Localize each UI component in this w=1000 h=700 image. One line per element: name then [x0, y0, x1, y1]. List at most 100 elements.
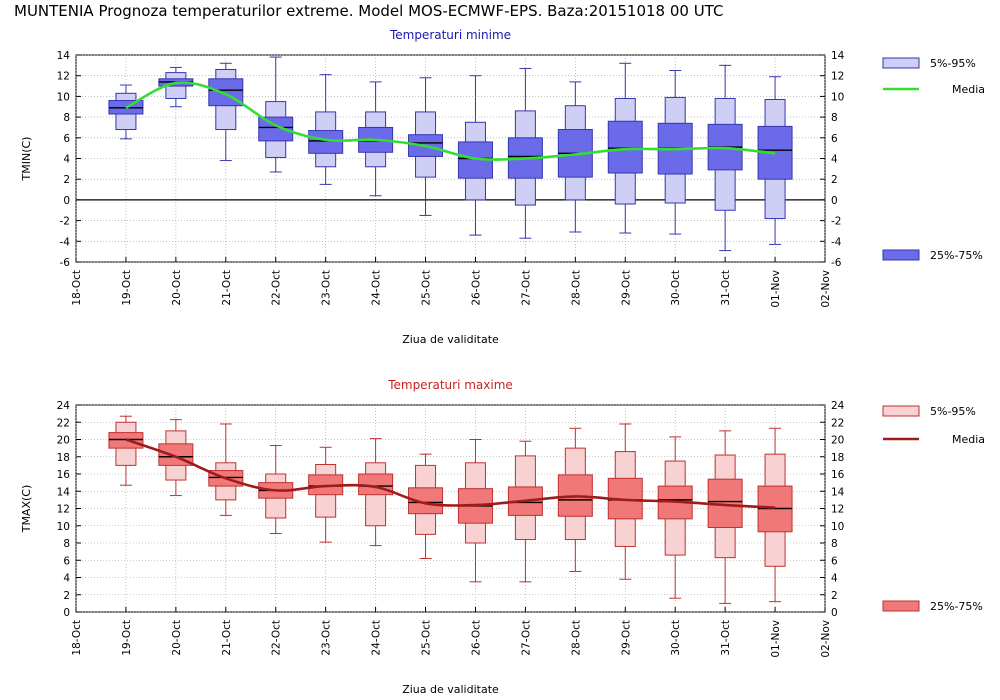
tmax-xtick-label: 29-Oct [620, 620, 632, 656]
tmax-ytick-label-left: 14 [57, 486, 71, 498]
tmax-ytick-label-right: 0 [831, 607, 838, 619]
tmin-xtick-label: 28-Oct [570, 270, 582, 306]
tmin-ylabel: TMIN(C) [20, 137, 33, 182]
tmax-ytick-label-right: 16 [831, 469, 845, 481]
tmax-ytick-label-left: 12 [57, 504, 70, 516]
tmax-xtick-label: 30-Oct [670, 620, 682, 656]
tmax-ytick-label-left: 8 [63, 538, 70, 550]
tmax-xtick-label: 24-Oct [371, 620, 383, 656]
tmin-xtick-label: 18-Oct [71, 270, 83, 306]
tmin-xtick-label: 25-Oct [421, 270, 433, 306]
tmin-legend-swatch-25-75 [882, 249, 920, 261]
tmin-ytick-label-right: 4 [831, 154, 838, 166]
tmin-xtick-label: 24-Oct [371, 270, 383, 306]
tmax-legend-swatch-25-75 [882, 600, 920, 612]
tmax-ytick-label-right: 10 [831, 521, 844, 533]
tmin-ytick-label-right: -6 [831, 257, 842, 269]
tmin-panel: Temperaturi minime 14 14 12 12 10 10 8 8 6 6 4 4 2 2 0 0… [20, 28, 985, 346]
tmax-xtick-label: 28-Oct [570, 620, 582, 656]
tmax-xtick-label: 02-Nov [820, 620, 832, 658]
tmax-ytick-label-right: 22 [831, 417, 844, 429]
tmax-ytick-label-left: 16 [57, 469, 71, 481]
tmax-ytick-label-left: 4 [63, 573, 70, 585]
tmax-ylabel: TMAX(C) [20, 485, 33, 534]
tmin-ytick-label-left: -4 [60, 236, 71, 248]
tmax-xtick-label: 25-Oct [421, 620, 433, 656]
tmin-xtick-label: 27-Oct [520, 270, 532, 306]
tmax-mean-line [125, 438, 776, 509]
tmin-ytick-label-right: 0 [831, 195, 838, 207]
tmin-xtick-label: 31-Oct [720, 270, 732, 306]
tmax-ytick-label-right: 20 [831, 435, 844, 447]
tmin-ytick-label-right: -2 [831, 216, 841, 228]
tmax-title: Temperaturi maxime [387, 378, 513, 392]
tmin-ytick-label-left: 4 [63, 154, 70, 166]
tmin-xtick-label: 01-Nov [770, 270, 782, 308]
tmin-ytick-label-right: 6 [831, 133, 838, 145]
tmin-ytick-label-right: 14 [831, 50, 845, 62]
tmax-xtick-label: 18-Oct [71, 620, 83, 656]
tmin-legend-label: Media [952, 83, 985, 96]
tmax-ytick-label-left: 22 [57, 417, 70, 429]
tmin-xtick-label: 26-Oct [470, 270, 482, 306]
tmax-ytick-label-right: 4 [831, 573, 838, 585]
tmax-ytick-label-right: 8 [831, 538, 838, 550]
tmin-xtick-label: 19-Oct [121, 270, 133, 306]
tmin-ytick-label-left: 6 [63, 133, 70, 145]
tmin-title: Temperaturi minime [389, 28, 511, 42]
tmax-xtick-label: 19-Oct [121, 620, 133, 656]
tmin-ytick-label-left: 12 [57, 71, 70, 83]
tmin-xtick-label: 02-Nov [820, 270, 832, 308]
tmin-xtick-label: 21-Oct [221, 270, 233, 306]
tmin-ytick-label-right: 10 [831, 91, 844, 103]
tmax-xtick-label: 27-Oct [520, 620, 532, 656]
tmin-ytick-label-left: 14 [57, 50, 71, 62]
tmin-ytick-label-left: 10 [57, 91, 70, 103]
tmin-box-25-75 [607, 120, 643, 174]
tmax-xtick-label: 20-Oct [171, 620, 183, 656]
tmax-ytick-label-right: 6 [831, 555, 838, 567]
tmin-ytick-label-left: 8 [63, 112, 70, 124]
tmin-box-25-75 [308, 130, 344, 154]
tmin-xtick-label: 30-Oct [670, 270, 682, 306]
tmin-legend-label: 5%-95% [930, 57, 976, 70]
tmax-xlabel: Ziua de validitate [402, 683, 499, 696]
tmax-xtick-label: 22-Oct [271, 620, 283, 656]
tmax-ytick-label-left: 24 [57, 400, 71, 412]
tmin-legend-label: 25%-75% [930, 249, 983, 262]
tmax-xtick-label: 26-Oct [470, 620, 482, 656]
tmin-xtick-label: 20-Oct [171, 270, 183, 306]
main-title: MUNTENIA Prognoza temperaturilor extreme… [14, 2, 724, 20]
tmin-ytick-label-left: 2 [63, 174, 70, 186]
tmax-xtick-label: 21-Oct [221, 620, 233, 656]
tmin-xtick-label: 23-Oct [321, 270, 333, 306]
tmax-xtick-label: 31-Oct [720, 620, 732, 656]
tmax-ytick-label-right: 24 [831, 400, 845, 412]
tmax-ytick-label-left: 10 [57, 521, 70, 533]
tmax-xtick-label: 01-Nov [770, 620, 782, 658]
tmax-ytick-label-left: 18 [57, 452, 70, 464]
tmax-legend-swatch-5-95 [882, 405, 920, 417]
tmin-ytick-label-left: -6 [60, 257, 71, 269]
tmax-ytick-label-right: 14 [831, 486, 845, 498]
tmin-mean-line [125, 81, 776, 161]
tmin-legend-swatch-5-95 [882, 57, 920, 69]
tmin-ytick-label-right: 8 [831, 112, 838, 124]
tmin-ytick-label-left: -2 [60, 216, 70, 228]
tmin-ytick-label-left: 0 [63, 195, 70, 207]
tmax-ytick-label-left: 0 [63, 607, 70, 619]
tmin-ytick-label-right: 12 [831, 71, 844, 83]
tmax-ytick-label-left: 20 [57, 435, 70, 447]
tmax-ytick-label-right: 18 [831, 452, 844, 464]
tmin-ytick-label-right: -4 [831, 236, 842, 248]
tmin-ytick-label-right: 2 [831, 174, 838, 186]
tmax-ytick-label-right: 12 [831, 504, 844, 516]
tmin-box-25-75 [258, 116, 294, 142]
tmax-legend-label: 5%-95% [930, 405, 976, 418]
tmin-xlabel: Ziua de validitate [402, 333, 499, 346]
tmax-legend-label: Media [952, 433, 985, 446]
tmax-ytick-label-left: 2 [63, 590, 70, 602]
tmax-box-25-75 [358, 473, 394, 496]
tmax-xtick-label: 23-Oct [321, 620, 333, 656]
